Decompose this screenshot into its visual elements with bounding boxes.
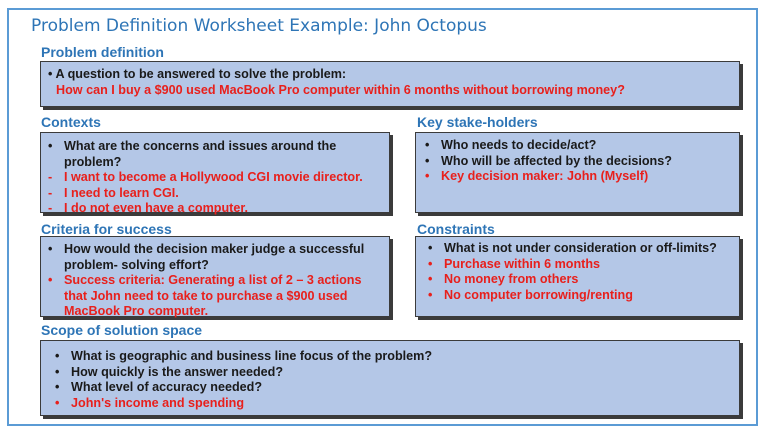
criteria-heading: Criteria for success <box>41 221 172 237</box>
problem-definition-question: • A question to be answered to solve the… <box>48 67 347 81</box>
contexts-box: • What are the concerns and issues around… <box>40 132 390 215</box>
stakeholders-box: • Who needs to decide/act? • Who will be a… <box>415 132 740 213</box>
criteria-question: • How would the decision maker judge a su… <box>48 242 365 272</box>
constraints-heading: Constraints <box>417 221 495 237</box>
stakeholders-answer: • Key decision maker: John (Myself) <box>425 169 649 183</box>
contexts-answer: -I need to learn CGI. <box>48 185 179 200</box>
constraints-question: • What is not under consideration or off-… <box>428 241 717 255</box>
worksheet-title: Problem Definition Worksheet Example: Jo… <box>31 16 487 36</box>
constraints-answer: • No money from others <box>428 272 579 286</box>
scope-answer: • John's income and spending <box>55 395 245 410</box>
problem-definition-box: • A question to be answered to solve the… <box>40 61 740 107</box>
stakeholders-question: • Who will be affected by the decisions? <box>425 153 672 168</box>
constraints-box: • What is not under consideration or off-… <box>415 236 740 317</box>
criteria-box: • How would the decision maker judge a su… <box>40 236 390 318</box>
problem-definition-heading: Problem definition <box>41 44 164 60</box>
scope-question: • How quickly is the answer needed? <box>55 364 284 379</box>
scope-heading: Scope of solution space <box>41 322 203 338</box>
contexts-answer: -I do not even have a computer. <box>48 201 249 215</box>
scope-box: • What is geographic and business line fo… <box>40 340 740 416</box>
scope-question: • What level of accuracy needed? <box>55 380 263 394</box>
problem-definition-answer: How can I buy a $900 used MacBook Pro co… <box>56 82 625 97</box>
criteria-answer: • Success criteria: Generating a list of … <box>48 273 362 318</box>
constraints-answer: • Purchase within 6 months <box>428 256 601 271</box>
scope-question: • What is geographic and business line fo… <box>55 349 433 363</box>
stakeholders-heading: Key stake-holders <box>417 114 538 130</box>
constraints-answer: • No computer borrowing/renting <box>428 287 633 302</box>
contexts-question: • What are the concerns and issues around… <box>48 139 337 169</box>
contexts-heading: Contexts <box>41 114 101 130</box>
stakeholders-question: • Who needs to decide/act? <box>425 138 597 152</box>
contexts-answer: -I want to become a Hollywood CGI movie … <box>48 170 363 184</box>
